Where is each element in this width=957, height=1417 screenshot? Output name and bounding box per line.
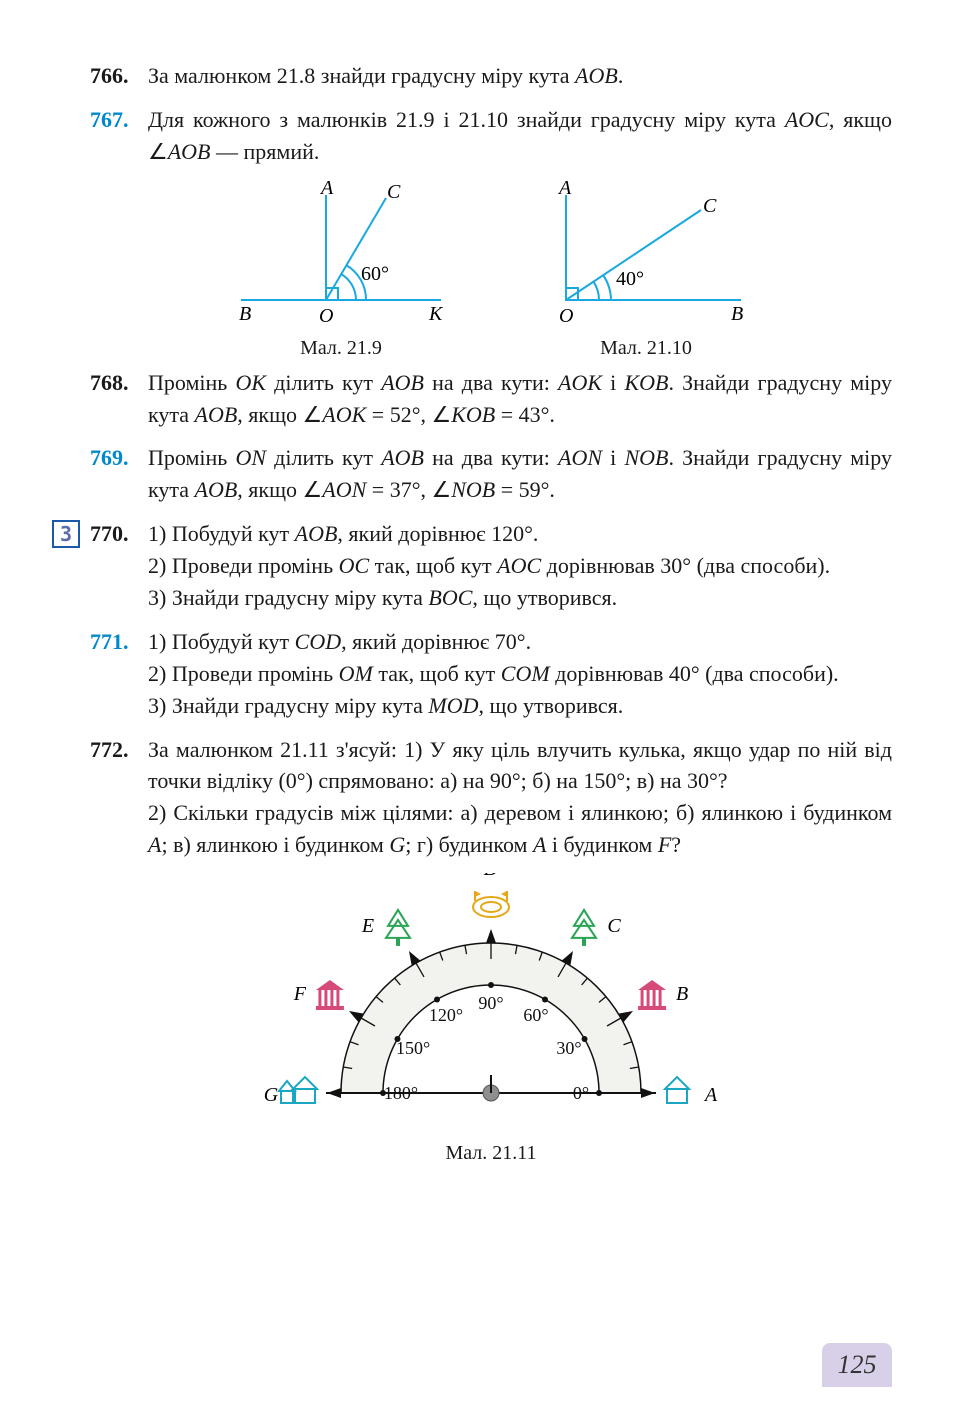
svg-text:0°: 0°	[573, 1083, 589, 1103]
figure-caption: Мал. 21.11	[90, 1139, 892, 1168]
svg-text:O: O	[559, 305, 573, 327]
problem-number: 767.	[90, 104, 148, 168]
problem-number: 769.	[90, 442, 148, 506]
svg-text:K: K	[428, 303, 444, 325]
problem-770: 770. 1) Побудуй кут AOB, який дорівнює 1…	[90, 518, 892, 614]
svg-text:A: A	[703, 1084, 718, 1106]
level-badge: 3	[52, 520, 80, 548]
protractor-diagram: 0° 30° 60° 90° 120° 150° 180° A B C D E F G	[231, 873, 751, 1133]
svg-text:E: E	[361, 915, 374, 937]
diagram-21-10: A C O B 40°	[541, 180, 751, 330]
svg-text:B: B	[676, 983, 688, 1005]
problem-text: Промінь ON ділить кут AOB на два кути: A…	[148, 442, 892, 506]
svg-text:C: C	[703, 195, 717, 217]
svg-text:90°: 90°	[478, 993, 503, 1013]
problem-text: Промінь OK ділить кут AOB на два кути: A…	[148, 367, 892, 431]
figures-row: A C B O K 60° Мал. 21.9 A C O B 40° Мал.…	[90, 180, 892, 363]
problem-number: 766.	[90, 60, 148, 92]
problem-766: 766. За малюнком 21.8 знайди градусну мі…	[90, 60, 892, 92]
svg-text:C: C	[387, 181, 401, 203]
problem-number: 768.	[90, 367, 148, 431]
svg-text:60°: 60°	[361, 263, 389, 285]
svg-text:120°: 120°	[429, 1005, 463, 1025]
figure-21-11: 0° 30° 60° 90° 120° 150° 180° A B C D E F G	[90, 873, 892, 1133]
problem-772: 772. За малюнком 21.11 з'ясуй: 1) У яку …	[90, 734, 892, 862]
diagram-21-9: A C B O K 60°	[231, 180, 451, 330]
problem-text: 1) Побудуй кут AOB, який дорівнює 120°. …	[148, 518, 892, 614]
svg-text:B: B	[731, 303, 743, 325]
figure-21-10: A C O B 40° Мал. 21.10	[541, 180, 751, 363]
svg-text:40°: 40°	[616, 268, 644, 290]
problem-text: За малюнком 21.8 знайди градусну міру ку…	[148, 60, 892, 92]
figure-caption: Мал. 21.9	[231, 334, 451, 363]
svg-text:F: F	[293, 983, 307, 1005]
figure-21-9: A C B O K 60° Мал. 21.9	[231, 180, 451, 363]
svg-text:C: C	[607, 915, 621, 937]
svg-text:A: A	[319, 180, 334, 199]
problem-769: 769. Промінь ON ділить кут AOB на два ку…	[90, 442, 892, 506]
svg-text:180°: 180°	[384, 1083, 418, 1103]
problem-text: За малюнком 21.11 з'ясуй: 1) У яку ціль …	[148, 734, 892, 862]
problem-767: 767. Для кожного з малюнків 21.9 і 21.10…	[90, 104, 892, 168]
problem-text: Для кожного з малюнків 21.9 і 21.10 знай…	[148, 104, 892, 168]
page-number: 125	[822, 1343, 892, 1387]
svg-text:G: G	[264, 1084, 279, 1106]
svg-text:B: B	[239, 303, 251, 325]
problem-number: 772.	[90, 734, 148, 862]
svg-text:150°: 150°	[396, 1038, 430, 1058]
figure-caption: Мал. 21.10	[541, 334, 751, 363]
svg-text:30°: 30°	[556, 1038, 581, 1058]
svg-text:60°: 60°	[523, 1005, 548, 1025]
problem-768: 768. Промінь OK ділить кут AOB на два ку…	[90, 367, 892, 431]
svg-text:D: D	[483, 873, 499, 880]
svg-text:O: O	[319, 305, 333, 327]
problem-771: 771. 1) Побудуй кут COD, який дорівнює 7…	[90, 626, 892, 722]
problem-text: 1) Побудуй кут COD, який дорівнює 70°. 2…	[148, 626, 892, 722]
problem-number: 770.	[90, 518, 148, 614]
svg-text:A: A	[557, 180, 572, 199]
problem-number: 771.	[90, 626, 148, 722]
